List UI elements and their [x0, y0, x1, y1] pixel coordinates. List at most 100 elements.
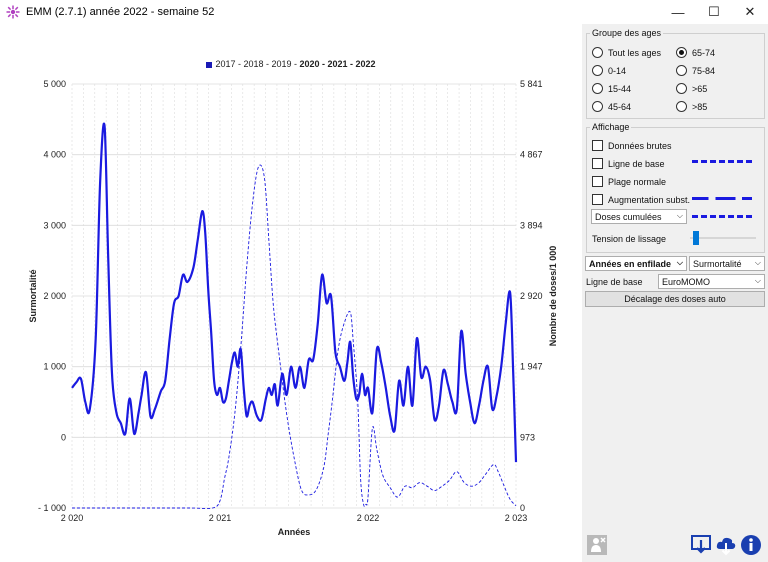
- cumulative-doses-select[interactable]: Doses cumulées ⌵: [591, 209, 687, 224]
- y-tick-label: 3 000: [43, 220, 66, 230]
- checkbox-subst-increase[interactable]: Augmentation subst.: [592, 194, 690, 205]
- radio-label: 0-14: [608, 65, 627, 76]
- radio-circle: [676, 101, 687, 112]
- chevron-down-icon: ⌵: [754, 276, 761, 285]
- checkbox-box: [592, 176, 603, 187]
- y-tick-label: 5 000: [43, 79, 66, 89]
- chevron-down-icon: ⌵: [754, 258, 761, 267]
- metric-select[interactable]: Surmortalité ⌵: [689, 256, 765, 271]
- y2-tick-label: 3 894: [520, 220, 543, 230]
- y-axis-label: Surmortalité: [28, 269, 38, 322]
- baseline-method-label: Ligne de base: [586, 277, 643, 287]
- mode-select[interactable]: Années en enfilade ⌵: [585, 256, 687, 271]
- checkbox-box: [592, 194, 603, 205]
- x-tick-label: 2 023: [505, 513, 528, 523]
- title-bar: EMM (2.7.1) année 2022 - semaine 52 — ☐ …: [0, 0, 768, 24]
- radio-all-ages[interactable]: Tout les ages: [592, 47, 661, 58]
- y2-axis-label: Nombre de doses/1 000: [548, 246, 558, 347]
- checkbox-normal-range[interactable]: Plage normale: [592, 176, 666, 187]
- checkbox-box: [592, 140, 603, 151]
- select-value: Surmortalité: [693, 258, 742, 269]
- select-value: Doses cumulées: [595, 211, 662, 222]
- x-axis-label: Années: [278, 527, 311, 537]
- checkbox-label: Plage normale: [608, 176, 667, 187]
- y2-tick-label: 2 920: [520, 291, 543, 301]
- doses-series-line: [71, 164, 517, 509]
- legend-swatch: [206, 61, 213, 68]
- radio-circle: [592, 47, 603, 58]
- info-icon[interactable]: [740, 534, 762, 556]
- app-logo-icon: [6, 5, 20, 19]
- radio-label: 15-44: [608, 83, 632, 94]
- doses-line-style[interactable]: [692, 215, 752, 218]
- radio-65-74[interactable]: 65-74: [676, 47, 715, 58]
- radio-0-14[interactable]: 0-14: [592, 65, 626, 76]
- x-tick-label: 2 021: [209, 513, 232, 523]
- radio-label: 65-74: [692, 47, 716, 58]
- person-remove-icon[interactable]: [586, 534, 608, 556]
- baseline-method-select[interactable]: EuroMOMO ⌵: [658, 274, 765, 289]
- window-title: EMM (2.7.1) année 2022 - semaine 52: [26, 6, 215, 18]
- radio-label: Tout les ages: [608, 47, 662, 58]
- radio-45-64[interactable]: 45-64: [592, 101, 631, 112]
- y2-tick-label: 1 947: [520, 362, 543, 372]
- display-title: Affichage: [590, 122, 632, 132]
- x-tick-label: 2 022: [357, 513, 380, 523]
- y2-tick-label: 973: [520, 432, 535, 442]
- y-tick-label: 2 000: [43, 291, 66, 301]
- minimize-button[interactable]: —: [671, 4, 685, 20]
- radio-over-65[interactable]: >65: [676, 83, 707, 94]
- control-panel: Groupe des ages Tout les ages 65-74 0-14…: [584, 24, 768, 562]
- legend-years-prefix: 2017 - 2018 - 2019 -: [215, 59, 300, 69]
- cloud-download-icon[interactable]: [715, 534, 737, 556]
- y-tick-label: - 1 000: [38, 503, 66, 513]
- display-box: [586, 127, 765, 253]
- radio-circle: [592, 65, 603, 76]
- y2-tick-label: 0: [520, 503, 525, 513]
- chevron-down-icon: ⌵: [676, 258, 683, 267]
- radio-circle-selected: [676, 47, 687, 58]
- chart-legend: 2017 - 2018 - 2019 - 2020 - 2021 - 2022: [0, 59, 582, 69]
- checkbox-label: Ligne de base: [608, 158, 665, 169]
- chart-area: 2017 - 2018 - 2019 - 2020 - 2021 - 2022 …: [0, 24, 582, 562]
- age-group-title: Groupe des ages: [590, 28, 664, 38]
- checkbox-label: Données brutes: [608, 140, 672, 151]
- select-value: EuroMOMO: [662, 276, 711, 287]
- y2-tick-label: 5 841: [520, 79, 543, 89]
- age-group-box: [586, 33, 765, 119]
- radio-label: >65: [692, 83, 708, 94]
- y-tick-label: 1 000: [43, 362, 66, 372]
- y-tick-label: 0: [61, 432, 66, 442]
- legend-years-bold: 2020 - 2021 - 2022: [299, 59, 376, 69]
- select-value: Années en enfilade: [589, 258, 672, 269]
- screen-download-icon[interactable]: [690, 534, 712, 556]
- smoothing-slider-track[interactable]: [690, 237, 756, 239]
- radio-15-44[interactable]: 15-44: [592, 83, 631, 94]
- radio-label: 75-84: [692, 65, 716, 76]
- auto-offset-button[interactable]: Décalage des doses auto: [585, 291, 765, 307]
- y-tick-label: 4 000: [43, 150, 66, 160]
- x-tick-label: 2 020: [61, 513, 84, 523]
- radio-circle: [676, 65, 687, 76]
- smoothing-slider-thumb[interactable]: [693, 231, 700, 245]
- checkbox-baseline[interactable]: Ligne de base: [592, 158, 665, 169]
- baseline-line-style[interactable]: [692, 160, 752, 163]
- y2-tick-label: 4 867: [520, 150, 543, 160]
- checkbox-raw-data[interactable]: Données brutes: [592, 140, 672, 151]
- radio-circle: [592, 83, 603, 94]
- radio-over-85[interactable]: >85: [676, 101, 707, 112]
- subst-line-style[interactable]: [692, 197, 752, 200]
- close-button[interactable]: ✕: [744, 4, 756, 19]
- excess-mortality-series-line: [71, 122, 518, 463]
- checkbox-box: [592, 158, 603, 169]
- radio-label: >85: [692, 101, 708, 112]
- maximize-button[interactable]: ☐: [708, 4, 720, 19]
- checkbox-label: Augmentation subst.: [608, 194, 691, 205]
- smoothing-label: Tension de lissage: [592, 234, 667, 244]
- radio-75-84[interactable]: 75-84: [676, 65, 715, 76]
- radio-label: 45-64: [608, 101, 632, 112]
- mortality-chart: 5 000 4 000 3 000 2 000 1 000 0 - 1 000 5 841 4 …: [28, 79, 558, 537]
- radio-circle: [592, 101, 603, 112]
- radio-circle: [676, 83, 687, 94]
- chevron-down-icon: ⌵: [676, 211, 683, 220]
